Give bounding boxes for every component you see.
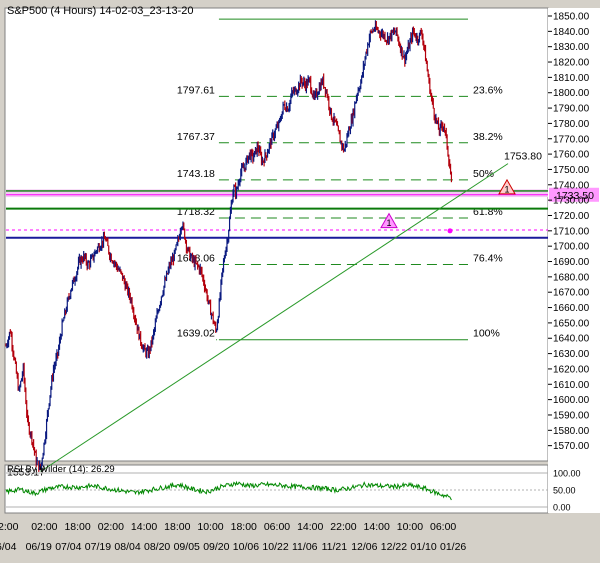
y-tick-label: 1820.00 — [553, 58, 590, 69]
fibonacci-levels: 1797.61 23.6%1767.37 38.2%1743.18 50%1718.3… — [177, 18, 503, 341]
x-date-label: 12/22 — [381, 541, 407, 553]
y-tick-label: 1640.00 — [553, 334, 590, 345]
markers: 1553.17 1753.80 1733.50 1 1 — [7, 151, 599, 478]
trend-line — [40, 163, 509, 472]
y-tick-label: 1570.00 — [553, 441, 590, 452]
y-tick-label: 1600.00 — [553, 395, 590, 406]
x-time-label: 02:00 — [98, 521, 124, 533]
fib-price-label: 1797.61 — [177, 84, 215, 96]
fib-pct-label: 23.6% — [473, 84, 503, 96]
y-tick-label: 1630.00 — [553, 349, 590, 360]
signal-marker-pink-label: 1 — [387, 218, 392, 228]
chart-title: S&P500 (4 Hours) 14-02-03_23-13-20 — [7, 5, 194, 17]
x-date-label: 09/05 — [174, 541, 200, 553]
x-time-label: 2:00 — [0, 521, 19, 533]
x-time-label: 10:00 — [197, 521, 223, 533]
x-time-label: 14:00 — [297, 521, 323, 533]
x-date-label: 11/21 — [322, 541, 348, 553]
x-time-label: 14:00 — [131, 521, 157, 533]
fib-price-label: 1639.02 — [177, 328, 215, 340]
y-tick-label: 1830.00 — [553, 42, 590, 53]
x-date-label: 09/20 — [203, 541, 229, 553]
y-tick-label: 1710.00 — [553, 226, 590, 237]
price-pane[interactable] — [4, 7, 549, 462]
x-date-label: 11/06 — [292, 541, 318, 553]
price-series — [5, 20, 453, 472]
signal-marker-red — [498, 178, 516, 195]
y-tick-label: 1610.00 — [553, 380, 590, 391]
y-tick-label: 1670.00 — [553, 288, 590, 299]
y-tick-label: 1750.00 — [553, 165, 590, 176]
fib-pct-label: 50% — [473, 168, 494, 180]
rsi-tick-label: 50.00 — [553, 486, 576, 496]
x-time-label: 14:00 — [364, 521, 390, 533]
y-tick-label: 1740.00 — [553, 180, 590, 191]
y-tick-label: 1690.00 — [553, 257, 590, 268]
y-tick-label: 1590.00 — [553, 410, 590, 421]
trendline-value-label: 1753.80 — [504, 151, 542, 163]
trend-line — [40, 163, 509, 472]
y-tick-label: 1770.00 — [553, 134, 590, 145]
x-date-label: 08/04 — [114, 541, 140, 553]
y-tick-label: 1580.00 — [553, 426, 590, 437]
y-tick-label: 1720.00 — [553, 211, 590, 222]
y-tick-label: 1810.00 — [553, 73, 590, 84]
fib-pct-label: 100% — [473, 328, 500, 340]
x-date-label: 01/10 — [410, 541, 436, 553]
y-tick-label: 1790.00 — [553, 104, 590, 115]
price-band — [6, 189, 548, 198]
x-time-label: 18:00 — [164, 521, 190, 533]
x-date-label: 06/19 — [26, 541, 52, 553]
current-price-box — [549, 187, 599, 202]
x-time-label: 18:00 — [64, 521, 90, 533]
x-date-label: 10/22 — [262, 541, 288, 553]
y-tick-label: 1680.00 — [553, 272, 590, 283]
rsi-title: RSI By Wilder (14): 26.29 — [7, 464, 115, 475]
horizontal-lines — [6, 189, 548, 239]
rsi-tick-label: 0.00 — [553, 503, 571, 513]
y-tick-label: 1840.00 — [553, 27, 590, 38]
y-tick-label: 1800.00 — [553, 88, 590, 99]
fib-pct-label: 38.2% — [473, 131, 503, 143]
x-date-label: 07/19 — [85, 541, 111, 553]
x-time-label: 06:00 — [430, 521, 456, 533]
y-axis-labels: 1570.00 1580.00 1590.00 1600.00 1610.00 1620.… — [548, 12, 590, 452]
y-tick-label: 1850.00 — [553, 12, 590, 23]
x-date-label: 12/06 — [351, 541, 377, 553]
x-date-label: 07/04 — [55, 541, 81, 553]
rsi-tick-label: 100.00 — [553, 469, 581, 479]
fib-price-label: 1767.37 — [177, 131, 215, 143]
signal-marker-pink — [380, 212, 398, 229]
y-tick-label: 1660.00 — [553, 303, 590, 314]
x-time-label: 06:00 — [264, 521, 290, 533]
y-tick-label: 1730.00 — [553, 196, 590, 207]
signal-marker-red-label: 1 — [505, 184, 510, 194]
y-tick-label: 1650.00 — [553, 318, 590, 329]
rsi-series: 0.00 50.00 100.00 — [5, 469, 581, 513]
current-price-label: 1733.50 — [556, 190, 594, 202]
x-date-label: 01/26 — [440, 541, 466, 553]
x-date-label: 6/04 — [0, 541, 17, 553]
rsi-line — [5, 480, 452, 501]
y-tick-label: 1780.00 — [553, 119, 590, 130]
y-tick-label: 1700.00 — [553, 242, 590, 253]
x-time-label: 18:00 — [231, 521, 257, 533]
y-tick-label: 1620.00 — [553, 364, 590, 375]
x-date-label: 10/06 — [233, 541, 259, 553]
fib-pct-label: 76.4% — [473, 252, 503, 264]
y-axis-area — [548, 8, 600, 513]
x-time-label: 02:00 — [31, 521, 57, 533]
signal-dot — [447, 228, 453, 234]
x-time-label: 22:00 — [330, 521, 356, 533]
x-time-label: 10:00 — [397, 521, 423, 533]
y-tick-label: 1760.00 — [553, 150, 590, 161]
fib-price-label: 1743.18 — [177, 168, 215, 180]
x-date-label: 08/20 — [144, 541, 170, 553]
x-axis-labels: 2:00 02:00 18:00 02:00 14:00 18:00 10:00 18:00 0… — [0, 521, 466, 553]
low-price-label: 1553.17 — [7, 466, 45, 478]
